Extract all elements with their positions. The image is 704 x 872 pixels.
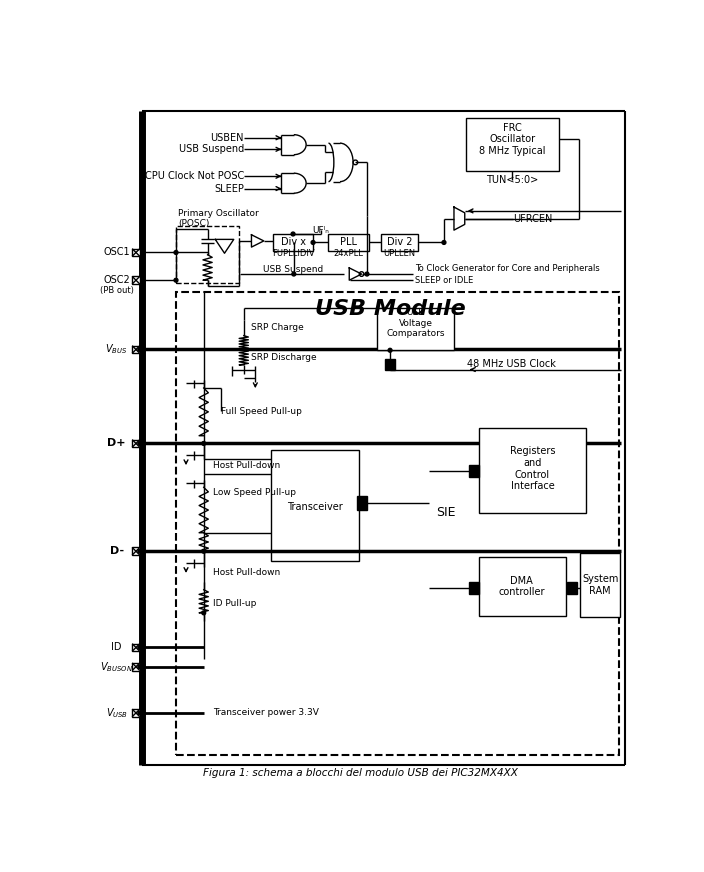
Bar bbox=[132, 345, 140, 353]
Text: (PB out): (PB out) bbox=[100, 287, 134, 296]
Text: SRP Charge: SRP Charge bbox=[251, 324, 304, 332]
Text: USB Suspend: USB Suspend bbox=[179, 144, 244, 154]
Text: UPLLEN: UPLLEN bbox=[383, 249, 415, 258]
Text: D-: D- bbox=[110, 546, 124, 556]
Text: 48 MHz USB Clock: 48 MHz USB Clock bbox=[467, 359, 556, 369]
Text: USBEN: USBEN bbox=[210, 133, 244, 143]
Circle shape bbox=[138, 711, 142, 715]
Text: DMA
controller: DMA controller bbox=[498, 576, 545, 597]
Text: To Clock Generator for Core and Peripherals: To Clock Generator for Core and Peripher… bbox=[415, 264, 599, 273]
Text: FRC
Oscillator
8 MHz Typical: FRC Oscillator 8 MHz Typical bbox=[479, 123, 546, 156]
Bar bbox=[357, 496, 367, 509]
Bar bbox=[271, 450, 359, 562]
Text: $V_{BUSON}$: $V_{BUSON}$ bbox=[100, 660, 133, 674]
Circle shape bbox=[138, 348, 142, 351]
Circle shape bbox=[174, 250, 178, 255]
Bar bbox=[132, 276, 140, 284]
Text: ID Pull-up: ID Pull-up bbox=[213, 599, 256, 608]
Text: –: – bbox=[407, 276, 411, 284]
Bar bbox=[470, 582, 479, 595]
Bar bbox=[132, 249, 140, 256]
Bar bbox=[377, 308, 454, 351]
Text: Full Speed Pull-up: Full Speed Pull-up bbox=[220, 406, 301, 416]
Bar bbox=[176, 292, 619, 755]
Text: USB
Voltage
Comparators: USB Voltage Comparators bbox=[386, 309, 445, 338]
Text: D+: D+ bbox=[108, 439, 126, 448]
Circle shape bbox=[291, 232, 295, 236]
Circle shape bbox=[202, 549, 206, 553]
Bar bbox=[479, 557, 565, 616]
Text: FUPLLIDIV: FUPLLIDIV bbox=[272, 249, 315, 258]
Text: USB Module: USB Module bbox=[315, 299, 465, 318]
Circle shape bbox=[442, 241, 446, 244]
Bar bbox=[176, 226, 239, 283]
Text: $V_{USB}$: $V_{USB}$ bbox=[106, 706, 128, 720]
Text: Host Pull-down: Host Pull-down bbox=[213, 460, 280, 469]
Circle shape bbox=[388, 348, 392, 352]
Bar bbox=[132, 644, 140, 651]
Bar bbox=[132, 439, 140, 447]
Circle shape bbox=[292, 272, 296, 276]
Bar bbox=[132, 548, 140, 555]
Text: Primary Oscillator
(POSC): Primary Oscillator (POSC) bbox=[178, 209, 259, 228]
Bar bbox=[567, 582, 577, 595]
Text: SLEEP or IDLE: SLEEP or IDLE bbox=[415, 276, 473, 284]
Text: SLEEP: SLEEP bbox=[214, 184, 244, 194]
Circle shape bbox=[138, 549, 142, 553]
Bar bbox=[386, 358, 395, 370]
Text: SRP Discharge: SRP Discharge bbox=[251, 352, 317, 362]
Circle shape bbox=[311, 241, 315, 244]
Text: Figura 1: schema a blocchi del modulo USB dei PIC32MX4XX: Figura 1: schema a blocchi del modulo US… bbox=[203, 768, 518, 778]
Text: $V_{BUS}$: $V_{BUS}$ bbox=[106, 343, 128, 357]
Circle shape bbox=[365, 272, 369, 276]
Text: UFᴵₙ: UFᴵₙ bbox=[313, 226, 329, 235]
Circle shape bbox=[202, 441, 206, 446]
Text: UFRCEN: UFRCEN bbox=[513, 214, 553, 223]
Circle shape bbox=[138, 441, 142, 446]
Bar bbox=[273, 234, 313, 251]
Text: Transceiver power 3.3V: Transceiver power 3.3V bbox=[213, 708, 319, 718]
Text: Host Pull-down: Host Pull-down bbox=[213, 569, 280, 577]
Circle shape bbox=[138, 664, 142, 669]
Text: OSC2: OSC2 bbox=[103, 276, 130, 285]
Bar bbox=[580, 553, 620, 617]
Text: TUN<5:0>: TUN<5:0> bbox=[486, 175, 539, 185]
Text: System
RAM: System RAM bbox=[582, 575, 618, 596]
Text: PLL: PLL bbox=[340, 237, 357, 248]
Text: SIE: SIE bbox=[436, 507, 455, 519]
Bar bbox=[465, 119, 560, 171]
Text: Registers
and
Control
Interface: Registers and Control Interface bbox=[510, 446, 555, 491]
Text: USB Suspend: USB Suspend bbox=[263, 265, 323, 274]
Bar bbox=[329, 234, 368, 251]
Circle shape bbox=[138, 645, 142, 650]
Text: CPU Clock Not POSC: CPU Clock Not POSC bbox=[144, 171, 244, 181]
Bar bbox=[479, 428, 586, 513]
Circle shape bbox=[202, 611, 206, 615]
Bar bbox=[381, 234, 417, 251]
Bar bbox=[132, 709, 140, 717]
Text: ID: ID bbox=[111, 643, 122, 652]
Text: Transceiver: Transceiver bbox=[287, 501, 342, 512]
Text: Low Speed Pull-up: Low Speed Pull-up bbox=[213, 488, 296, 497]
Bar bbox=[470, 465, 479, 477]
Text: Div 2: Div 2 bbox=[386, 237, 412, 248]
Bar bbox=[132, 663, 140, 671]
Text: 24xPLL: 24xPLL bbox=[334, 249, 363, 258]
Text: OSC1: OSC1 bbox=[103, 248, 130, 257]
Circle shape bbox=[174, 278, 178, 283]
Text: Div x: Div x bbox=[280, 237, 306, 248]
